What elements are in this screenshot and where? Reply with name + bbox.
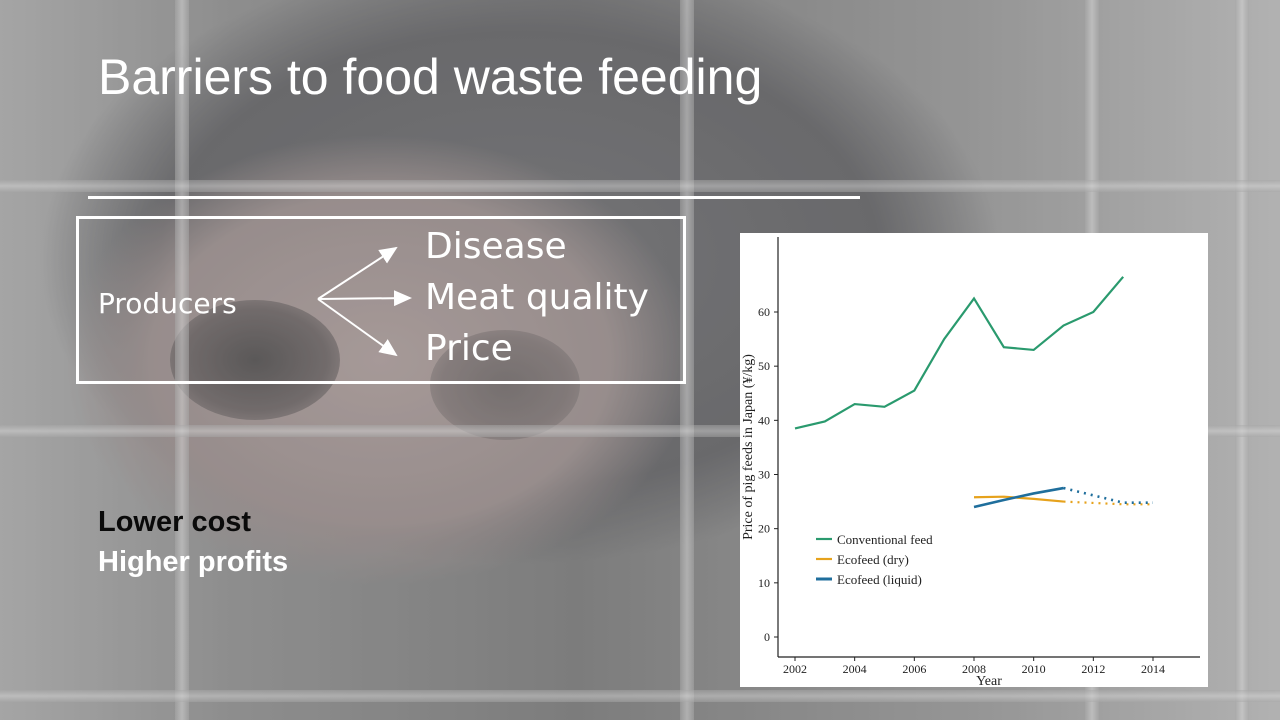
series-line [794, 276, 1125, 430]
y-tick-label: 30 [758, 468, 770, 482]
x-tick-label: 2010 [1022, 662, 1046, 676]
x-tick-label: 2012 [1081, 662, 1105, 676]
feed-price-chart: 0 10 20 30 40 50 60 2002 2004 2006 2008 2010 2012 201… [740, 233, 1208, 687]
x-tick-label: 2002 [783, 662, 807, 676]
series-projection-line [1063, 486, 1153, 504]
flow-outcome-meat-quality: Meat quality [425, 277, 649, 318]
photo-detail [0, 180, 1280, 192]
x-tick-label: 2014 [1141, 662, 1165, 676]
arrow-to-disease [317, 246, 398, 300]
barrier-flow-box [76, 216, 686, 384]
photo-detail [430, 330, 580, 440]
flow-source-label: Producers [98, 287, 237, 320]
y-tick-label: 40 [758, 413, 770, 427]
y-axis-label: Price of pig feeds in Japan (¥/kg) [741, 354, 756, 540]
y-tick-label: 10 [758, 576, 770, 590]
y-tick-label: 60 [758, 305, 770, 319]
legend-label: Conventional feed [837, 532, 933, 547]
flow-outcome-disease: Disease [425, 226, 567, 267]
benefit-lower-cost: Lower cost [98, 506, 252, 538]
title-divider [88, 196, 860, 199]
x-tick-label: 2008 [962, 662, 986, 676]
chart-svg: 0 10 20 30 40 50 60 2002 2004 2006 2008 2010 2012 201… [741, 237, 1200, 687]
series-line [973, 486, 1064, 509]
legend-label: Ecofeed (dry) [837, 552, 909, 567]
y-tick-label: 20 [758, 522, 770, 536]
legend-label: Ecofeed (liquid) [837, 572, 922, 587]
flow-outcome-price: Price [425, 328, 513, 369]
x-tick-label: 2006 [902, 662, 926, 676]
y-tick-label: 50 [758, 359, 770, 373]
photo-detail [0, 690, 1280, 702]
benefit-higher-profits: Higher profits [98, 546, 289, 578]
x-tick-label: 2004 [843, 662, 867, 676]
slide-title: Barriers to food waste feeding [98, 49, 763, 105]
y-tick-label: 0 [764, 630, 770, 644]
arrow-to-price [317, 298, 398, 357]
x-axis-label: Year [976, 674, 1002, 687]
photo-detail [170, 300, 340, 420]
arrow-to-meat-quality [317, 290, 412, 307]
